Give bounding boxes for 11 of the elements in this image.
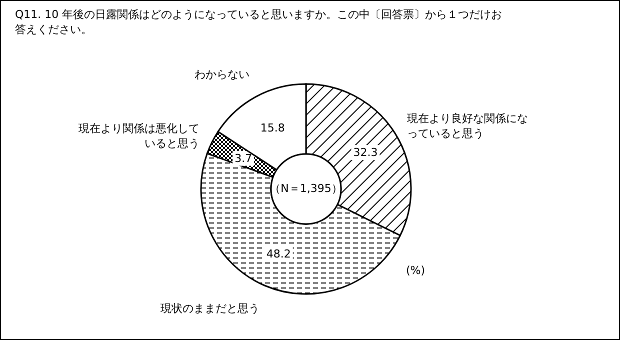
- slice-label: 現在より関係は悪化していると思う: [77, 120, 200, 151]
- slice-label: わからない: [193, 67, 250, 82]
- slice-label: 現在より良好な関係になっていると思う: [407, 111, 530, 142]
- slice-label: 現状のままだと思う: [159, 300, 260, 316]
- text: （N＝1,395）: [268, 181, 344, 196]
- text: (%): [406, 263, 426, 278]
- data-label: 32.3: [353, 146, 378, 160]
- chart-title: Q11. 10 年後の日露関係はどのようになっていると思いますか。この中〔回答票〕から１つだけお答えください。: [15, 7, 504, 37]
- data-label: 3.7: [234, 152, 252, 165]
- data-label: 15.8: [260, 121, 285, 134]
- data-label: 48.2: [266, 247, 291, 260]
